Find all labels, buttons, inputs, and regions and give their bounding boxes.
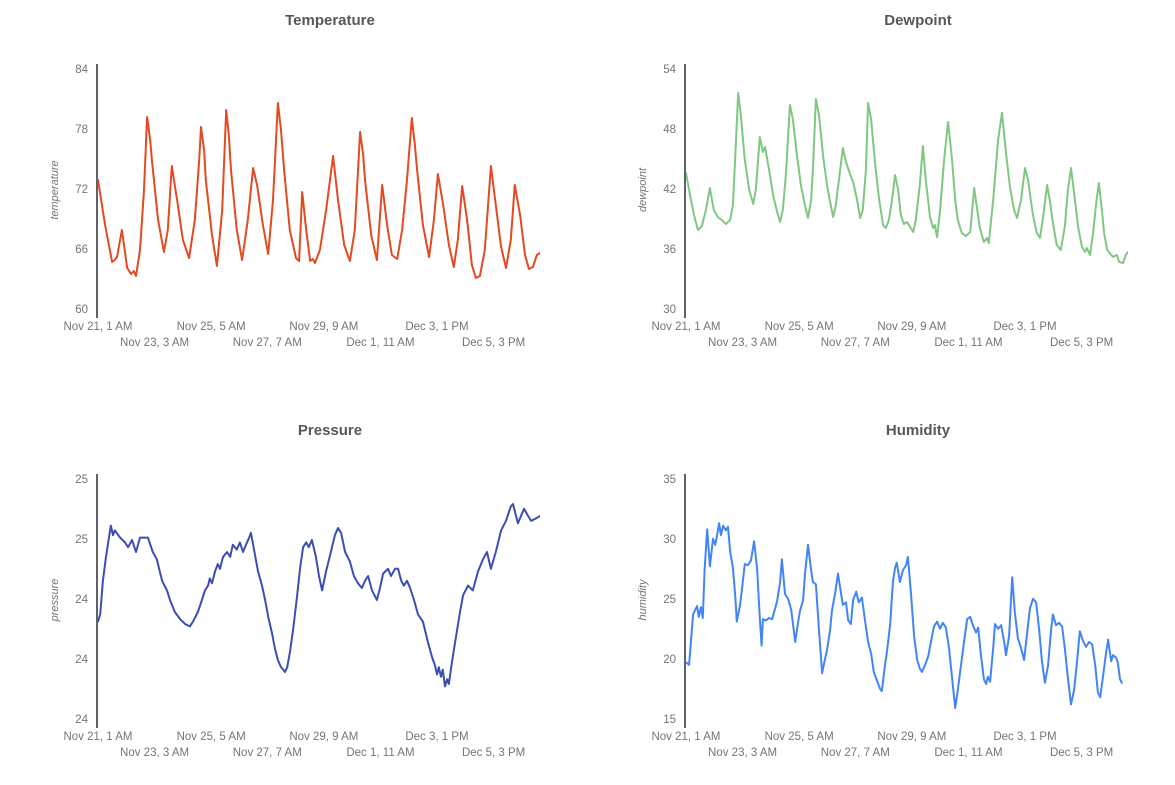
pressure-chart[interactable] xyxy=(98,480,540,730)
x-tick-label: Dec 3, 1 PM xyxy=(405,731,469,743)
x-tick-label: Dec 3, 1 PM xyxy=(993,321,1057,333)
y-axis-line xyxy=(96,474,98,728)
x-tick-label: Nov 23, 3 AM xyxy=(708,747,778,759)
y-tick-label: 25 xyxy=(75,534,88,546)
chart-panel-dewpoint: Dewpoint dewpoint 54 48 42 36 30 Nov 21, 1 AM… xyxy=(588,0,1175,375)
x-tick-label: Nov 27, 7 AM xyxy=(232,747,302,759)
y-tick-label: 24 xyxy=(75,594,88,606)
y-tick-label: 15 xyxy=(663,714,676,726)
y-tick-label: 24 xyxy=(75,714,88,726)
chart-panel-humidity: Humidity humidity 35 30 25 20 15 Nov 21, 1 AM… xyxy=(588,410,1175,785)
x-tick-label: Nov 29, 9 AM xyxy=(877,321,947,333)
x-tick-label: Nov 27, 7 AM xyxy=(820,337,890,349)
y-tick-label: 54 xyxy=(663,64,676,76)
dewpoint-line xyxy=(686,92,1128,264)
x-tick-label: Nov 21, 1 AM xyxy=(651,321,721,333)
x-tick-label: Nov 21, 1 AM xyxy=(63,321,133,333)
chart-title-dewpoint: Dewpoint xyxy=(884,12,952,29)
x-tick-label: Nov 25, 5 AM xyxy=(764,321,834,333)
y-tick-label: 25 xyxy=(75,474,88,486)
x-tick-label: Dec 3, 1 PM xyxy=(993,731,1057,743)
dewpoint-chart[interactable] xyxy=(686,70,1128,320)
x-tick-label: Nov 25, 5 AM xyxy=(176,731,246,743)
x-tick-label: Nov 29, 9 AM xyxy=(289,321,359,333)
x-tick-label: Dec 5, 3 PM xyxy=(1049,747,1114,759)
chart-title-pressure: Pressure xyxy=(297,422,363,439)
x-tick-label: Dec 1, 11 AM xyxy=(346,337,415,349)
y-tick-label: 25 xyxy=(663,594,676,606)
y-tick-label: 20 xyxy=(663,654,676,666)
x-tick-label: Nov 23, 3 AM xyxy=(120,747,190,759)
x-tick-label: Nov 29, 9 AM xyxy=(289,731,359,743)
x-tick-label: Nov 21, 1 AM xyxy=(651,731,721,743)
pressure-line xyxy=(98,503,540,688)
x-tick-label: Nov 29, 9 AM xyxy=(877,731,947,743)
chart-title-humidity: Humidity xyxy=(885,422,951,439)
x-tick-label: Nov 25, 5 AM xyxy=(764,731,834,743)
x-tick-label: Dec 1, 11 AM xyxy=(934,747,1003,759)
y-tick-label: 24 xyxy=(75,654,88,666)
y-tick-label: 66 xyxy=(75,244,88,256)
y-tick-label: 84 xyxy=(75,64,88,76)
x-tick-label: Dec 1, 11 AM xyxy=(346,747,415,759)
x-tick-label: Nov 23, 3 AM xyxy=(120,337,190,349)
temperature-chart[interactable] xyxy=(98,70,540,320)
y-tick-label: 78 xyxy=(75,124,88,136)
y-tick-label: 30 xyxy=(663,304,676,316)
x-tick-label: Nov 27, 7 AM xyxy=(820,747,890,759)
x-tick-label: Nov 27, 7 AM xyxy=(232,337,302,349)
x-tick-label: Dec 1, 11 AM xyxy=(934,337,1003,349)
x-tick-label: Dec 5, 3 PM xyxy=(461,747,526,759)
x-tick-label: Dec 3, 1 PM xyxy=(405,321,469,333)
chart-panel-temperature: Temperature temperature 84 78 72 66 60 Nov 21… xyxy=(0,0,587,375)
humidity-chart[interactable] xyxy=(686,480,1128,730)
y-tick-label: 72 xyxy=(75,184,88,196)
y-tick-label: 60 xyxy=(75,304,88,316)
chart-title-temperature: Temperature xyxy=(285,12,375,29)
y-axis-line xyxy=(684,64,686,318)
y-tick-label: 35 xyxy=(663,474,676,486)
humidity-line xyxy=(686,522,1123,709)
temperature-line xyxy=(98,102,540,279)
x-tick-label: Nov 25, 5 AM xyxy=(176,321,246,333)
x-tick-label: Dec 5, 3 PM xyxy=(1049,337,1114,349)
y-axis-line xyxy=(684,474,686,728)
y-tick-label: 48 xyxy=(663,124,676,136)
y-axis-line xyxy=(96,64,98,318)
y-tick-label: 42 xyxy=(663,184,676,196)
y-tick-label: 36 xyxy=(663,244,676,256)
x-tick-label: Nov 21, 1 AM xyxy=(63,731,133,743)
x-tick-label: Nov 23, 3 AM xyxy=(708,337,778,349)
chart-panel-pressure: Pressure pressure 25 25 24 24 24 Nov 21, 1 AM… xyxy=(0,410,587,785)
x-tick-label: Dec 5, 3 PM xyxy=(461,337,526,349)
y-tick-label: 30 xyxy=(663,534,676,546)
